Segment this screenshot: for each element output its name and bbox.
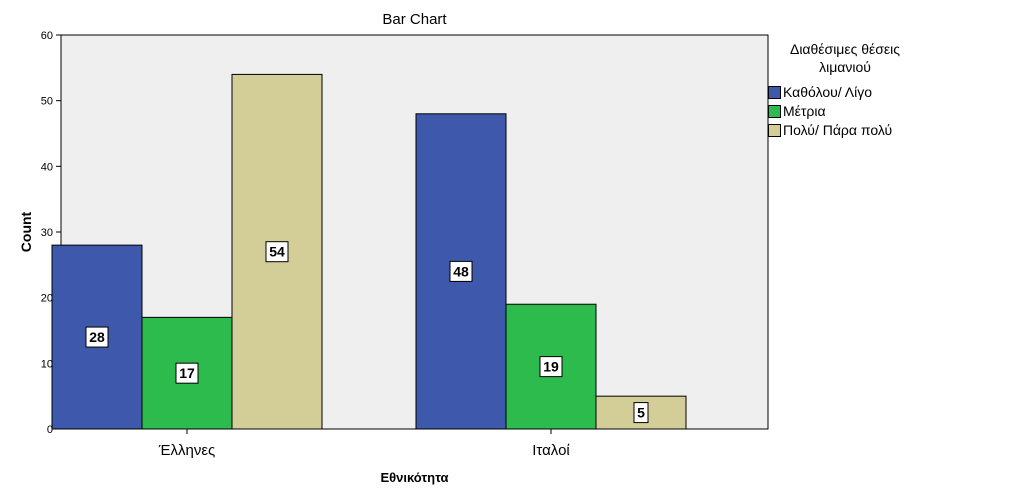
legend-label-series-3: Πολύ/ Πάρα πολύ [783,122,893,138]
chart-title: Bar Chart [382,11,447,28]
x-axis-label: Εθνικότητα [380,470,448,485]
data-label-box-2-3 [633,402,649,424]
legend-title-line-2: λιμανιού [819,59,871,75]
y-tick-label-60: 60 [41,30,53,42]
legend-item-series-2: Μέτρια [768,102,826,120]
data-label-2-1: 48 [453,263,469,279]
x-tick-label-2: Ιταλοί [532,442,570,459]
legend-swatch-series-1 [768,85,781,99]
data-label-box-2-2 [539,356,563,378]
y-tick-label-10: 10 [41,358,53,370]
data-label-1-2: 17 [179,365,195,381]
data-label-box-2-1 [449,260,473,282]
y-tick-label-20: 20 [41,293,53,305]
data-label-2-2: 19 [543,359,559,375]
legend-swatch-series-3 [768,123,781,137]
data-label-box-1-1 [85,326,109,348]
legend-title-line-1: Διαθέσιμες θέσεις [789,41,901,57]
legend-item-series-3: Πολύ/ Πάρα πολύ [768,121,892,139]
legend-item-series-1: Καθόλου/ Λίγο [768,83,872,101]
y-tick-label-50: 50 [41,96,53,108]
data-label-box-1-3 [265,241,289,263]
y-tick-label-40: 40 [41,161,53,173]
legend-title: Διαθέσιμες θέσεις λιμανιού [770,40,920,76]
legend-label-series-1: Καθόλου/ Λίγο [783,84,873,100]
data-label-1-3: 54 [269,244,285,260]
x-tick-label-1: Έλληνες [158,442,216,459]
data-label-box-1-2 [175,362,199,384]
y-axis-label: Count [18,211,34,252]
data-label-1-1: 28 [89,329,105,345]
legend-label-series-2: Μέτρια [783,103,826,119]
y-tick-label-0: 0 [47,424,53,436]
data-label-2-3: 5 [637,405,645,421]
y-tick-label-30: 30 [41,227,53,239]
legend-swatch-series-2 [768,104,781,118]
